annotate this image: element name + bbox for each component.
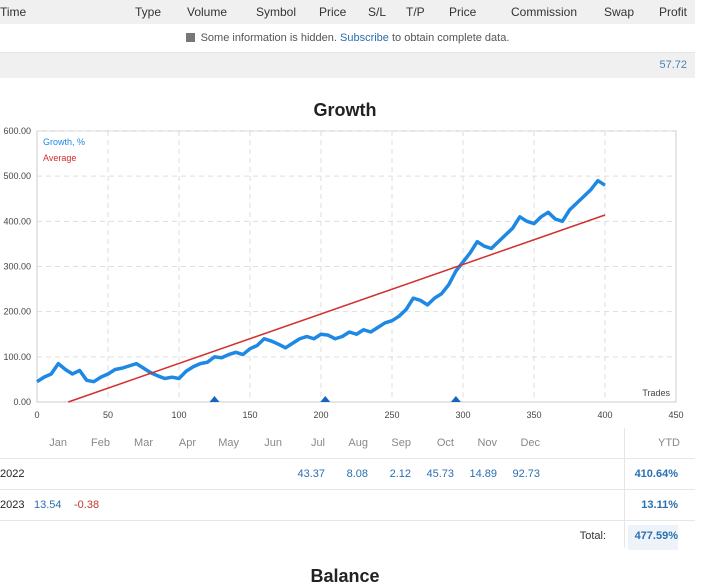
x-tick-label: 100	[171, 410, 186, 420]
month-header: May	[218, 437, 239, 449]
deposit-marker-icon	[209, 396, 220, 402]
y-tick-label: 0.00	[13, 397, 31, 407]
x-axis-label: Trades	[642, 388, 670, 398]
col-time: Time	[0, 5, 27, 19]
col-profit: Profit	[659, 5, 688, 19]
month-value[interactable]: -0.38	[74, 499, 100, 511]
x-tick-label: 350	[526, 410, 541, 420]
year-label: 2022	[0, 468, 25, 480]
total-value: 477.59%	[628, 525, 678, 550]
x-tick-label: 400	[597, 410, 612, 420]
month-header: Nov	[477, 437, 497, 449]
col-commission: Commission	[511, 5, 578, 19]
legend-growth: Growth, %	[43, 137, 85, 147]
ytd-header: YTD	[658, 437, 680, 449]
month-header: Jan	[49, 437, 67, 449]
month-value[interactable]: 45.73	[426, 468, 454, 480]
col-price-close: Price	[449, 5, 477, 19]
col-sl: S/L	[368, 5, 387, 19]
col-volume: Volume	[187, 5, 228, 19]
y-tick-label: 100.00	[3, 352, 31, 362]
growth-title: Growth	[313, 100, 377, 120]
month-header: Jun	[264, 437, 282, 449]
y-tick-label: 600.00	[3, 126, 31, 136]
month-header: Aug	[348, 437, 368, 449]
x-tick-label: 200	[313, 410, 328, 420]
total-label: Total:	[579, 530, 606, 542]
col-tp: T/P	[406, 5, 425, 19]
growth-series-line	[36, 178, 606, 384]
y-tick-label: 400.00	[3, 216, 31, 226]
x-tick-label: 50	[103, 410, 113, 420]
month-header: Sep	[391, 437, 411, 449]
growth-chart: 0.00 100.00 200.00 300.00 400.00 500.00 600.00…	[3, 126, 683, 420]
col-swap: Swap	[604, 5, 635, 19]
notice-suffix: to obtain complete data.	[391, 32, 510, 44]
x-tick-label: 450	[668, 410, 683, 420]
month-value[interactable]: 13.54	[34, 499, 62, 511]
months-header-row: Jan Feb Mar Apr May Jun Jul Aug Sep Oct Nov Dec YTD	[0, 428, 695, 459]
ytd-column	[624, 428, 696, 548]
month-value[interactable]: 43.37	[297, 468, 325, 480]
x-tick-label: 250	[384, 410, 399, 420]
notice-text: Some information is hidden.	[200, 32, 337, 44]
deposit-marker-icon	[320, 396, 331, 402]
month-value[interactable]: 14.89	[469, 468, 497, 480]
legend-average: Average	[43, 153, 76, 163]
deposit-marker-icon	[450, 396, 461, 402]
month-value[interactable]: 92.73	[512, 468, 540, 480]
ytd-value: 13.11%	[641, 499, 678, 511]
col-type: Type	[135, 5, 162, 19]
col-price: Price	[319, 5, 347, 19]
trades-total-row: 57.72	[0, 53, 695, 78]
x-tick-label: 0	[34, 410, 39, 420]
ytd-value: 410.64%	[634, 468, 678, 480]
month-header: Feb	[91, 437, 110, 449]
month-value[interactable]: 2.12	[389, 468, 411, 480]
balance-title: Balance	[310, 566, 380, 586]
lock-icon	[185, 33, 195, 42]
month-header: Mar	[134, 437, 153, 449]
average-series-line	[67, 214, 606, 403]
y-tick-label: 200.00	[3, 307, 31, 317]
month-header: Jul	[310, 437, 325, 449]
subscribe-link[interactable]: Subscribe	[340, 32, 389, 44]
x-tick-label: 300	[455, 410, 470, 420]
month-header: Oct	[436, 437, 454, 449]
total-row: Total: 477.59%	[0, 521, 695, 551]
y-tick-label: 300.00	[3, 262, 31, 272]
hidden-info-notice: Some information is hidden. Subscribe to…	[0, 24, 695, 53]
col-symbol: Symbol	[256, 5, 297, 19]
year-row-2022: 2022 43.37 8.08 2.12 45.73 14.89 92.73 410.64%	[0, 459, 695, 490]
trades-table-header: Time Type Volume Symbol Price S/L T/P Pr…	[0, 0, 695, 24]
month-value[interactable]: 8.08	[346, 468, 368, 480]
year-label: 2023	[0, 499, 25, 511]
month-header: Apr	[178, 437, 196, 449]
year-row-2023: 2023 13.54 -0.38 13.11%	[0, 490, 695, 521]
month-header: Dec	[520, 437, 540, 449]
y-tick-label: 500.00	[3, 171, 31, 181]
x-tick-label: 150	[242, 410, 257, 420]
total-profit: 57.72	[659, 59, 687, 71]
